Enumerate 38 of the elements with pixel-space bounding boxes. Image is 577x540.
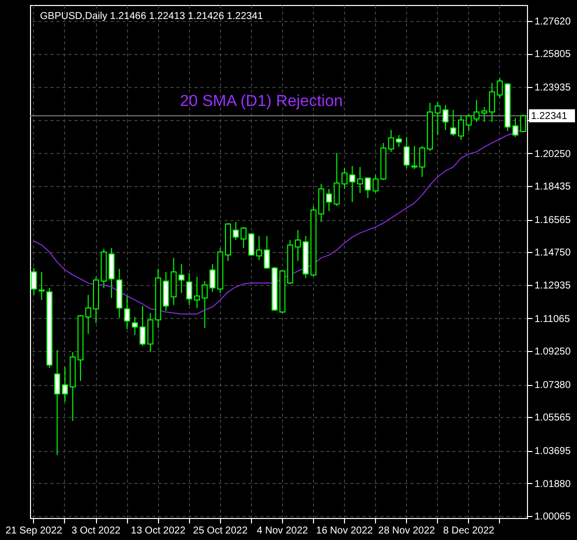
x-tick-label: 3 Oct 2022 <box>72 526 121 536</box>
candlestick <box>458 114 464 140</box>
x-tick-label: 4 Nov 2022 <box>256 526 308 536</box>
candlestick <box>209 264 216 292</box>
candlestick <box>404 136 410 168</box>
y-tick-label: 1.23935 <box>534 82 572 94</box>
candlestick <box>38 271 45 300</box>
candlestick <box>342 167 348 190</box>
y-tick-label: 1.09250 <box>534 346 572 358</box>
candlestick <box>124 295 130 330</box>
y-tick-label: 1.12935 <box>534 280 572 292</box>
y-tick-label: 1.07380 <box>534 380 572 392</box>
y-tick-label: 1.03695 <box>534 446 572 458</box>
candlestick <box>396 134 402 148</box>
candlestick <box>186 272 192 306</box>
x-tick-label: 8 Dec 2022 <box>443 526 495 536</box>
y-tick-label: 1.11065 <box>534 314 570 325</box>
y-tick-label: 1.14750 <box>534 248 572 259</box>
y-tick-label: 1.25805 <box>534 49 572 60</box>
x-tick-label: 25 Oct 2022 <box>193 526 248 536</box>
candlestick <box>442 104 448 131</box>
x-tick-label: 21 Sep 2022 <box>6 526 63 536</box>
candlestick <box>54 350 60 456</box>
annotation: 20 SMA (D1) Rejection <box>180 93 343 110</box>
y-tick-label: 1.20250 <box>534 148 572 160</box>
x-tick-label: 13 Oct 2022 <box>130 526 186 536</box>
y-tick-label: 1.00065 <box>534 511 572 522</box>
y-tick-label: 1.05565 <box>534 412 572 424</box>
y-tick-label: 1.18435 <box>534 181 572 192</box>
y-tick-label: 1.27620 <box>534 16 572 28</box>
ref-line-label: 1.22341 <box>531 110 568 122</box>
y-tick-label: 1.16565 <box>534 215 572 226</box>
x-tick-label: 16 Nov 2022 <box>316 526 374 536</box>
candlestick <box>178 264 184 294</box>
y-tick-label: 1.01880 <box>534 478 572 490</box>
candlestick <box>450 109 456 136</box>
text: GBPUSD,Daily 1.21466 1.22413 1.21426 1.22341 <box>40 11 264 22</box>
x-tick-label: 28 Nov 2022 <box>378 526 436 536</box>
